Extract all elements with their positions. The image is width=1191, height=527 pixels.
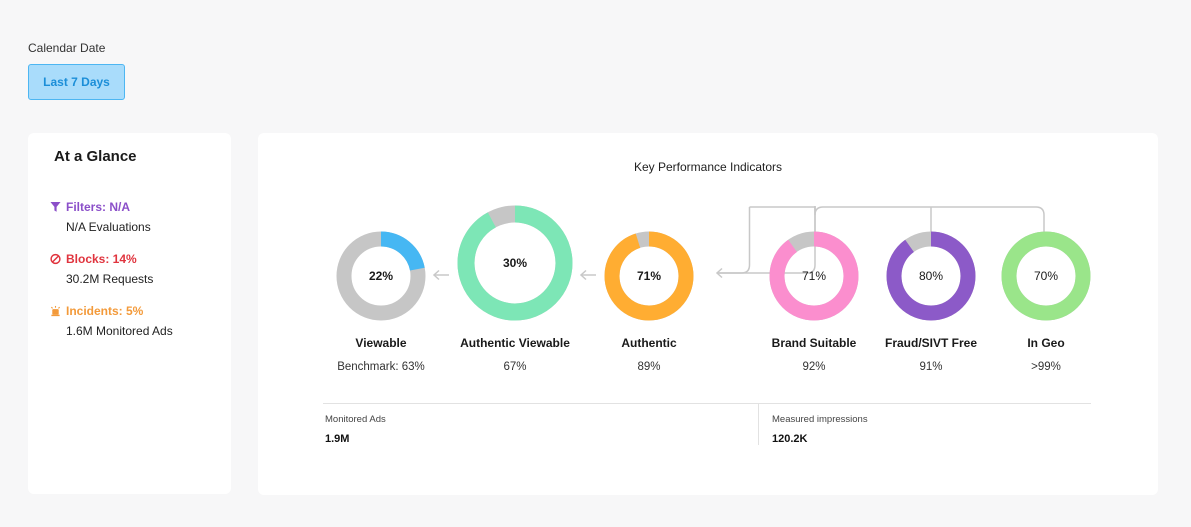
kpi-metric-6: In Geo >99% xyxy=(971,336,1121,373)
kpi-metric-name: Fraud/SIVT Free xyxy=(884,336,978,350)
kpi-ring-center-label: 71% xyxy=(637,269,661,283)
calendar-date-label: Calendar Date xyxy=(28,41,106,55)
kpi-metric-value: Benchmark: 63% xyxy=(337,361,425,373)
arrow-left-icon xyxy=(432,269,449,281)
kpi-metric-3: Authentic 89% xyxy=(574,336,724,373)
block-icon xyxy=(50,253,61,265)
kpi-ring-2: 30% xyxy=(457,205,573,321)
glance-blocks-sub: 30.2M Requests xyxy=(66,272,154,286)
kpi-ring-center-label: 22% xyxy=(369,269,393,283)
glance-incidents: Incidents: 5% 1.6M Monitored Ads xyxy=(50,304,173,338)
kpi-ring-fill xyxy=(886,231,976,321)
kpi-ring-center-label: 71% xyxy=(802,269,826,283)
footer-vertical-divider xyxy=(758,403,759,445)
glance-incidents-label: Incidents: 5% xyxy=(66,304,144,318)
alarm-icon xyxy=(50,305,61,317)
kpi-metric-value: >99% xyxy=(1031,361,1061,373)
glance-title: At a Glance xyxy=(54,148,137,165)
kpi-ring-1: 22% xyxy=(336,231,426,321)
footer-measured-impressions-label: Measured impressions xyxy=(772,414,868,425)
kpi-metric-name: Viewable xyxy=(355,336,407,350)
kpi-metric-value: 89% xyxy=(637,361,661,373)
kpi-ring-5: 80% xyxy=(886,231,976,321)
kpi-metric-1: Viewable Benchmark: 63% xyxy=(306,336,456,373)
kpi-card: Key Performance Indicators 22% 30% 71% 71% 8… xyxy=(258,133,1158,495)
footer-monitored-ads-label: Monitored Ads xyxy=(325,414,386,425)
kpi-ring-fill xyxy=(1001,231,1091,321)
kpi-metric-2: Authentic Viewable 67% xyxy=(440,336,590,373)
kpi-ring-6: 70% xyxy=(1001,231,1091,321)
kpi-metric-value: 91% xyxy=(919,361,943,373)
glance-blocks-label: Blocks: 14% xyxy=(66,252,137,266)
glance-filters-sub: N/A Evaluations xyxy=(66,220,151,234)
footer-measured-impressions-value: 120.2K xyxy=(772,433,808,445)
footer-monitored-ads: Monitored Ads 1.9M xyxy=(325,414,386,445)
kpi-ring-center-label: 70% xyxy=(1034,269,1058,283)
footer-divider xyxy=(323,403,1091,404)
kpi-metric-name: Authentic Viewable xyxy=(460,336,570,350)
kpi-ring-fill xyxy=(457,205,573,321)
footer-monitored-ads-value: 1.9M xyxy=(325,433,350,445)
kpi-metric-name: Authentic xyxy=(621,336,677,350)
kpi-metric-5: Fraud/SIVT Free 91% xyxy=(856,336,1006,373)
kpi-ring-3: 71% xyxy=(604,231,694,321)
kpi-diagram: 22% 30% 71% 71% 80% 70% xyxy=(336,205,1091,321)
kpi-ring-center-label: 80% xyxy=(919,269,943,283)
glance-blocks: Blocks: 14% 30.2M Requests xyxy=(50,252,153,286)
funnel-icon xyxy=(50,201,61,212)
kpi-metric-4: Brand Suitable 92% xyxy=(739,336,889,373)
kpi-ring-fill xyxy=(604,231,694,321)
kpi-metric-value: 67% xyxy=(503,361,527,373)
arrow-left-icon xyxy=(579,269,596,281)
kpi-connector-left xyxy=(717,206,816,274)
kpi-connector xyxy=(814,206,1045,233)
kpi-metric-value: 92% xyxy=(802,361,826,373)
kpi-ring-4: 71% xyxy=(769,231,859,321)
kpi-title: Key Performance Indicators xyxy=(633,160,783,174)
glance-filters-label: Filters: N/A xyxy=(66,200,131,214)
at-a-glance-card: At a Glance Filters: N/A N/A Evaluations… xyxy=(28,133,231,494)
date-range-button[interactable]: Last 7 Days xyxy=(28,64,125,100)
kpi-metric-name: In Geo xyxy=(1027,336,1065,350)
kpi-metric-name: Brand Suitable xyxy=(771,336,857,350)
glance-filters: Filters: N/A N/A Evaluations xyxy=(50,200,151,234)
kpi-ring-fill xyxy=(769,231,859,321)
footer-measured-impressions: Measured impressions 120.2K xyxy=(772,414,868,445)
kpi-ring-center-label: 30% xyxy=(503,256,527,270)
kpi-ring-fill xyxy=(336,231,426,321)
glance-incidents-sub: 1.6M Monitored Ads xyxy=(66,324,173,338)
